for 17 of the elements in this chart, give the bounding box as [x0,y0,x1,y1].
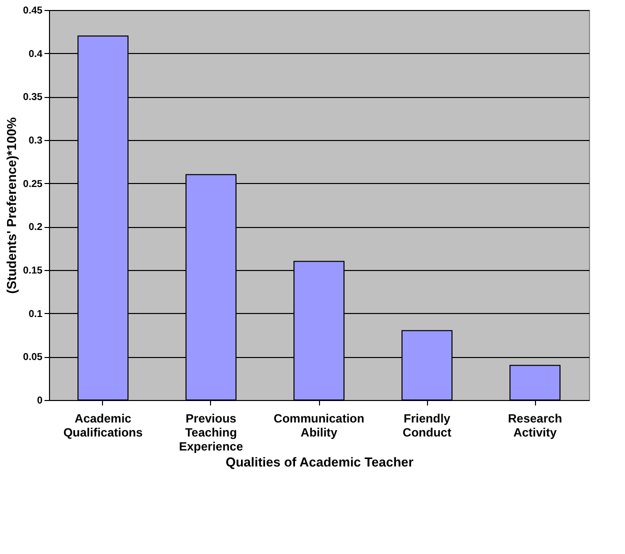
x-tick-label: Friendly Conduct [402,412,452,440]
x-axis-title: Qualities of Academic Teacher [226,454,414,470]
y-tick-label: 0.45 [23,6,43,16]
y-tick-label: 0.4 [28,48,43,60]
y-tick-label: 0.35 [23,92,43,104]
y-tick-label: 0 [36,396,43,406]
x-tick-label: Communication Ability [274,412,364,440]
y-tick-label: 0.2 [28,222,43,234]
x-tick-label: Research Activity [508,412,562,440]
x-tick-label: Previous Teaching Experience [178,412,244,454]
y-tick-label: 0.15 [23,266,43,276]
y-tick-label: 0.05 [23,352,43,364]
y-axis-title: (Students' Preference)*100% [4,116,20,294]
y-tick-label: 0.3 [28,136,43,146]
x-tick-label: Academic Qualifications [63,412,143,440]
y-tick-label: 0.25 [23,178,43,190]
y-tick-label: 0.1 [28,308,43,320]
